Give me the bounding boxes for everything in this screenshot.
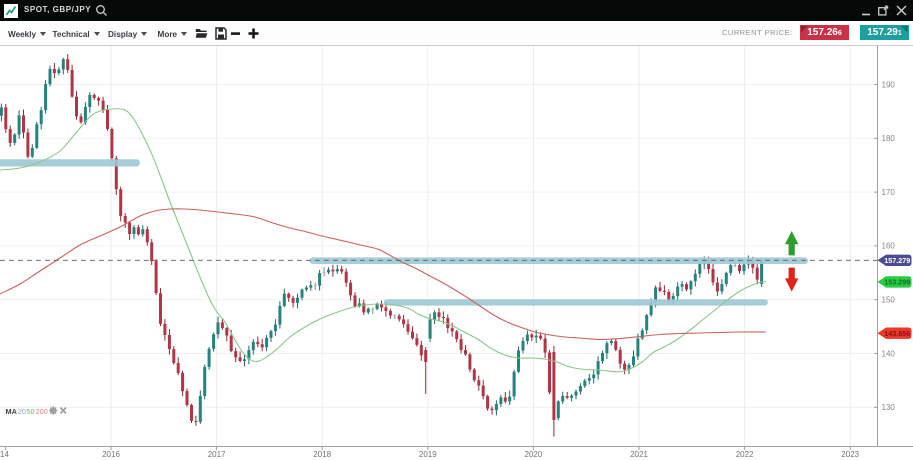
svg-text:200: 200 xyxy=(36,407,48,416)
svg-text:143.656: 143.656 xyxy=(884,329,910,338)
svg-text:2018: 2018 xyxy=(313,450,331,459)
svg-text:153.299: 153.299 xyxy=(884,278,910,287)
svg-text:MA: MA xyxy=(6,407,18,416)
svg-text:2019: 2019 xyxy=(419,450,437,459)
svg-text:2016: 2016 xyxy=(102,450,120,459)
svg-text:180: 180 xyxy=(882,134,896,143)
svg-text:50: 50 xyxy=(26,407,34,416)
svg-text:14: 14 xyxy=(0,450,9,459)
svg-text:140: 140 xyxy=(882,349,896,358)
svg-text:2021: 2021 xyxy=(630,450,648,459)
svg-text:130: 130 xyxy=(882,403,896,412)
svg-text:2020: 2020 xyxy=(525,450,543,459)
svg-text:160: 160 xyxy=(882,242,896,251)
svg-text:170: 170 xyxy=(882,188,896,197)
svg-text:150: 150 xyxy=(882,296,896,305)
svg-text:157.279: 157.279 xyxy=(884,256,910,265)
svg-text:2017: 2017 xyxy=(208,450,226,459)
svg-text:2022: 2022 xyxy=(736,450,754,459)
svg-text:190: 190 xyxy=(882,80,896,89)
svg-text:2023: 2023 xyxy=(841,450,859,459)
svg-text:20: 20 xyxy=(18,407,26,416)
